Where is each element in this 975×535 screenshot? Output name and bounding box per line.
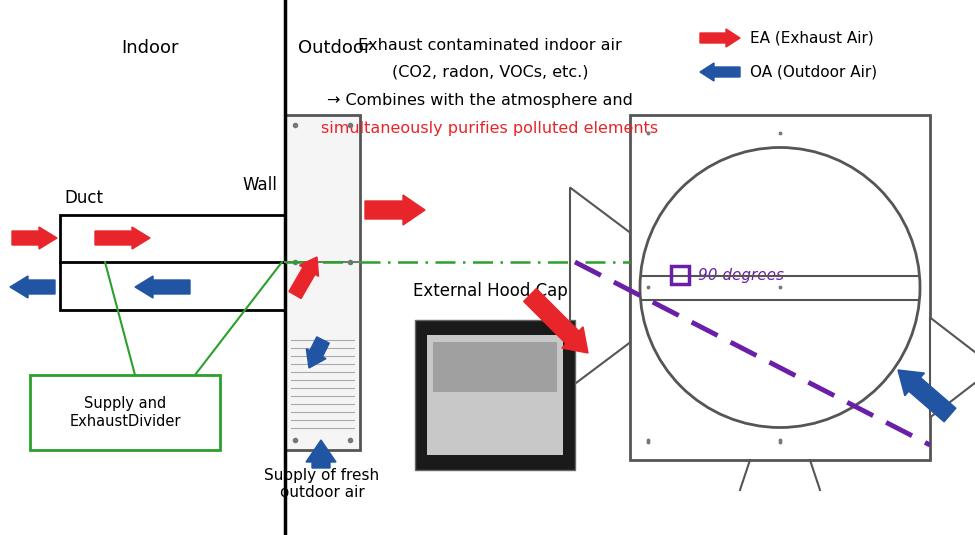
Bar [671,266,689,284]
FancyArrow shape [524,289,588,353]
Text: (CO2, radon, VOCs, etc.): (CO2, radon, VOCs, etc.) [392,65,588,80]
Bar [630,115,930,460]
Text: OA (Outdoor Air): OA (Outdoor Air) [750,65,878,80]
FancyArrow shape [700,63,740,81]
FancyArrow shape [289,257,319,299]
Text: Duct: Duct [64,189,103,207]
Bar [60,215,285,310]
Bar [415,320,575,470]
FancyArrow shape [306,337,330,368]
FancyArrow shape [700,29,740,47]
Text: Exhaust contaminated indoor air: Exhaust contaminated indoor air [358,37,622,52]
FancyArrow shape [365,195,425,225]
Bar [427,335,563,455]
Text: Supply and
ExhaustDivider: Supply and ExhaustDivider [69,396,180,429]
FancyArrow shape [135,276,190,298]
FancyArrow shape [306,440,336,468]
Text: EA (Exhaust Air): EA (Exhaust Air) [750,30,874,45]
Bar [433,342,557,392]
Text: Wall: Wall [242,176,277,194]
Text: Outdoor: Outdoor [298,39,371,57]
Circle shape [640,148,920,427]
Polygon shape [930,317,975,417]
FancyArrow shape [95,227,150,249]
Bar [285,115,360,450]
FancyArrow shape [898,370,956,422]
Text: → Combines with the atmosphere and: → Combines with the atmosphere and [327,93,633,108]
FancyArrow shape [12,227,57,249]
Text: simultaneously purifies polluted elements: simultaneously purifies polluted element… [322,120,658,135]
Bar [30,375,220,450]
Text: 90 degrees: 90 degrees [698,268,784,282]
Polygon shape [570,187,630,387]
Text: External Hood Cap: External Hood Cap [412,282,567,300]
Text: Indoor: Indoor [121,39,178,57]
Text: Supply of fresh
outdoor air: Supply of fresh outdoor air [264,468,379,500]
FancyArrow shape [10,276,55,298]
